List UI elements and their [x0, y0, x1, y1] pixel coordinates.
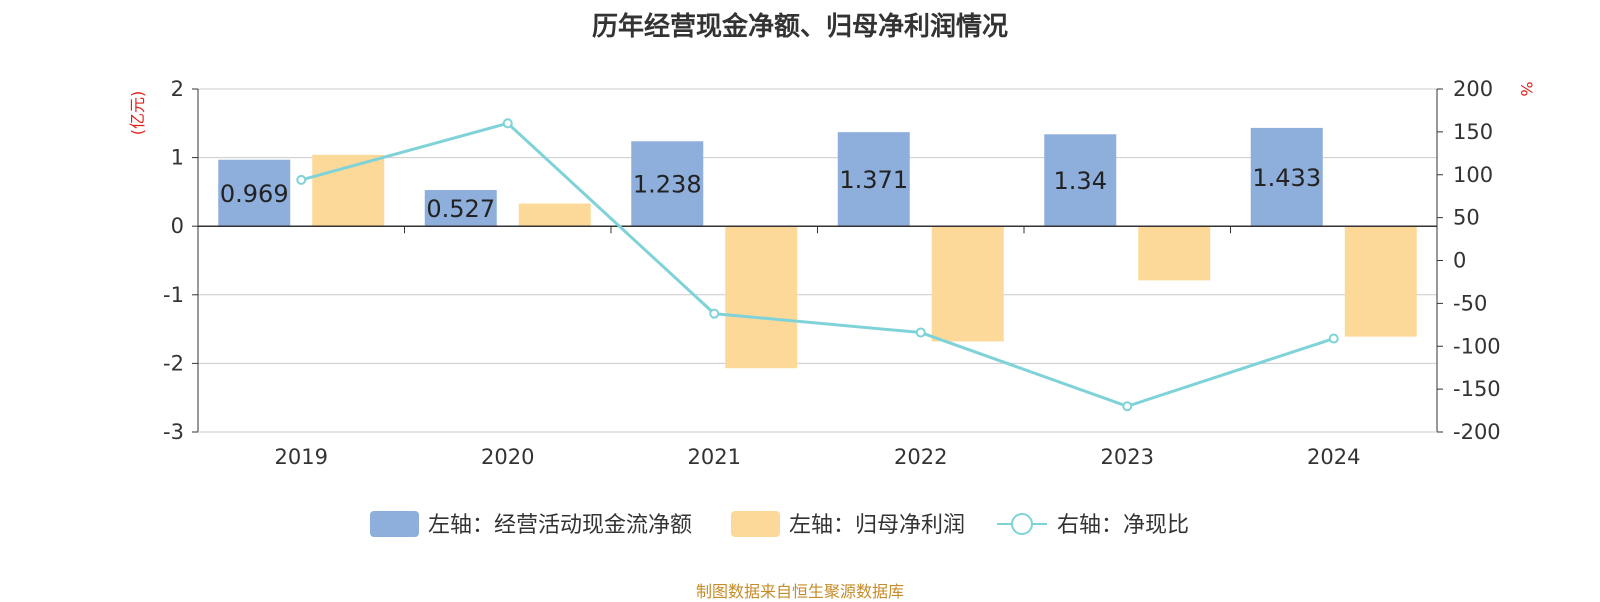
- net-profit-bar: [1138, 226, 1211, 281]
- right-tick-label: 50: [1453, 206, 1480, 230]
- ratio-point: [296, 174, 307, 185]
- grid-lines: [198, 88, 1437, 433]
- ratio-point: [709, 308, 720, 319]
- legend-swatch-ratio-marker: [1011, 513, 1033, 535]
- chart-title: 历年经营现金净额、归母净利润情况: [591, 12, 1008, 42]
- left-tick-label: -1: [163, 283, 184, 307]
- right-tick-label: 100: [1453, 163, 1493, 187]
- net-profit-bar: [518, 203, 591, 227]
- cash-flow-data-label: 1.238: [633, 171, 702, 199]
- left-axis-unit: (亿元): [128, 91, 147, 136]
- source-note: 制图数据来自恒生聚源数据库: [695, 582, 904, 601]
- legend: 左轴：经营活动现金流净额 左轴：归母净利润 右轴：净现比: [370, 511, 1189, 538]
- left-tick-label: 0: [171, 214, 184, 238]
- right-tick-label: -50: [1453, 291, 1487, 315]
- legend-label-ratio: 右轴：净现比: [1057, 513, 1189, 538]
- legend-label-cash-flow: 左轴：经营活动现金流净额: [428, 513, 692, 538]
- left-tick-label: -3: [163, 420, 184, 444]
- right-tick-label: 0: [1453, 249, 1466, 273]
- cash-flow-bar: [837, 132, 910, 227]
- right-axis-unit: %: [1517, 81, 1536, 96]
- net-profit-bar: [931, 226, 1004, 342]
- x-tick-label: 2019: [275, 445, 328, 469]
- ratio-point: [502, 118, 513, 129]
- cash-flow-bar: [424, 190, 497, 227]
- axes: [192, 88, 1443, 433]
- cash-flow-data-label: 1.433: [1252, 164, 1321, 192]
- ratio-line-path: [300, 121, 1335, 408]
- cash-flow-bar: [1250, 127, 1323, 227]
- legend-swatch-net-profit: [731, 511, 780, 537]
- tick-labels: 2 1 0 -1 -2 -3 200 150 100 50 0 -50 -100 -150 -200 2019…: [163, 77, 1501, 469]
- cash-flow-data-label: 1.371: [839, 166, 908, 194]
- left-tick-label: -2: [163, 351, 184, 375]
- cash-flow-data-label: 0.969: [220, 180, 289, 208]
- right-tick-label: 150: [1453, 120, 1493, 144]
- x-tick-label: 2021: [688, 445, 741, 469]
- cash-flow-data-label: 1.34: [1054, 167, 1107, 195]
- ratio-line: [296, 118, 1339, 412]
- bars: [218, 127, 1417, 369]
- ratio-point: [915, 327, 926, 338]
- data-labels: 0.969 0.527 1.238 1.371 1.34 1.433: [220, 164, 1321, 223]
- x-tick-label: 2022: [894, 445, 947, 469]
- right-tick-label: -100: [1453, 334, 1501, 358]
- cash-flow-bar: [1044, 134, 1117, 227]
- left-tick-label: 2: [171, 77, 184, 101]
- x-tick-label: 2024: [1307, 445, 1360, 469]
- x-tick-label: 2020: [481, 445, 534, 469]
- legend-label-net-profit: 左轴：归母净利润: [789, 513, 965, 538]
- cash-flow-bar: [631, 141, 704, 227]
- legend-swatch-cash-flow: [370, 511, 419, 537]
- net-profit-bar: [725, 226, 798, 369]
- ratio-point: [1328, 333, 1339, 344]
- cash-flow-bar: [218, 159, 291, 227]
- ratio-point: [1122, 401, 1133, 412]
- right-tick-label: 200: [1453, 77, 1493, 101]
- net-profit-bar: [1344, 226, 1417, 337]
- right-tick-label: -150: [1453, 377, 1501, 401]
- cash-flow-data-label: 0.527: [426, 195, 495, 223]
- left-tick-label: 1: [171, 146, 184, 170]
- x-tick-label: 2023: [1101, 445, 1154, 469]
- right-tick-label: -200: [1453, 420, 1501, 444]
